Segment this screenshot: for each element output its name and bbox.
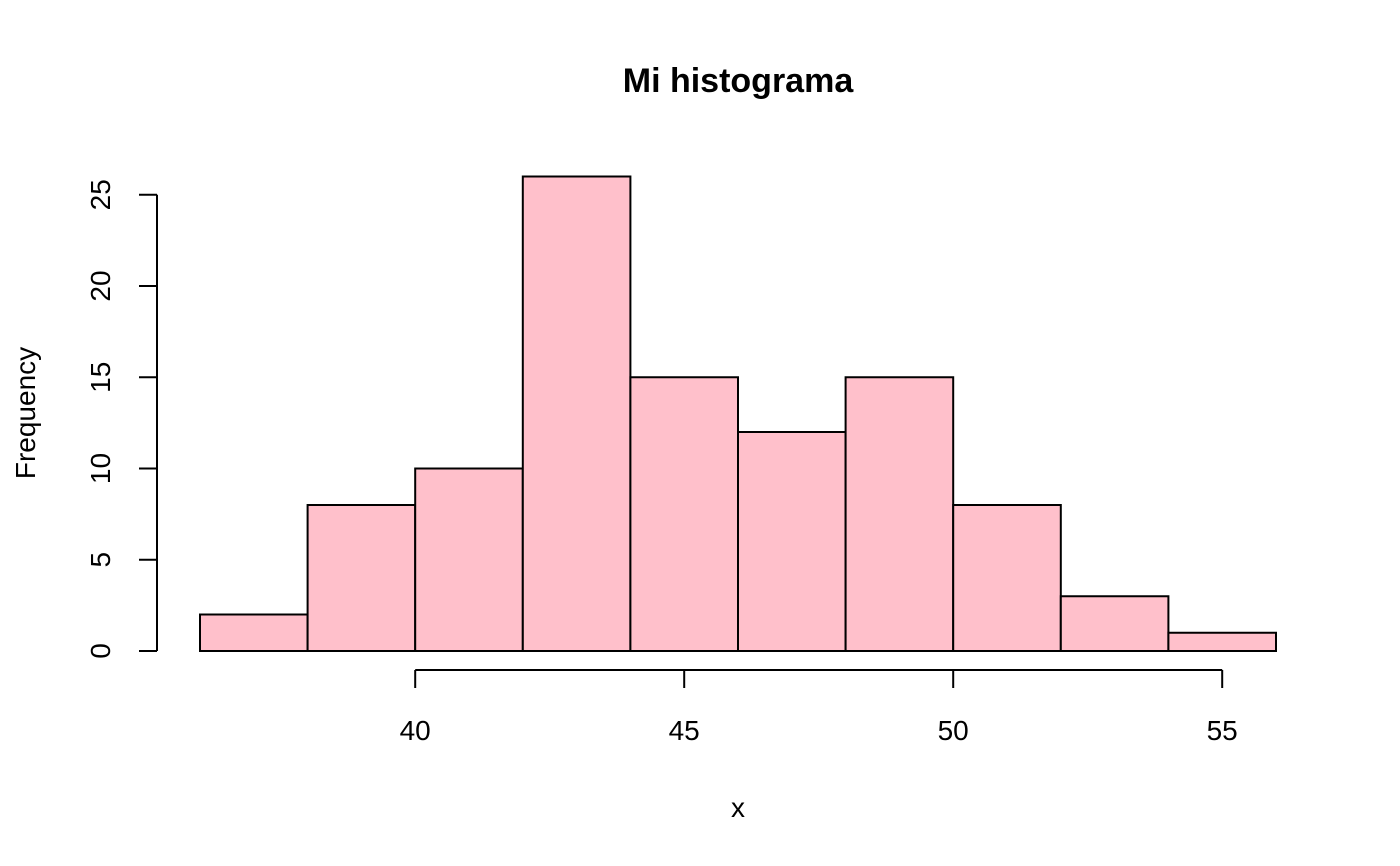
histogram-bar [1059,595,1170,652]
histogram-bar [952,504,1062,652]
histogram-bar [521,175,632,652]
histogram-bar [844,376,955,652]
y-axis: 0 5 10 15 20 25 [85,179,158,659]
bars-group [199,175,1278,652]
histogram-bar [1167,631,1278,652]
histogram-bar [629,376,740,652]
y-tick-label: 0 [85,643,116,659]
x-tick-label: 45 [669,715,700,746]
y-tick-label: 25 [85,179,116,210]
x-tick-label: 40 [400,715,431,746]
histogram-bar [414,467,524,652]
histogram-bar [199,613,309,652]
x-axis: 40 45 50 55 [400,669,1238,746]
y-tick-label: 20 [85,270,116,301]
x-tick-label: 50 [938,715,969,746]
x-axis-label: x [731,792,745,823]
chart-title: Mi histograma [623,62,855,100]
x-tick-label: 55 [1207,715,1238,746]
y-tick-label: 15 [85,362,116,393]
histogram-bar [306,504,417,652]
histogram-bar [737,431,847,652]
y-tick-label: 5 [85,552,116,568]
y-axis-label: Frequency [10,347,41,479]
y-tick-label: 10 [85,453,116,484]
